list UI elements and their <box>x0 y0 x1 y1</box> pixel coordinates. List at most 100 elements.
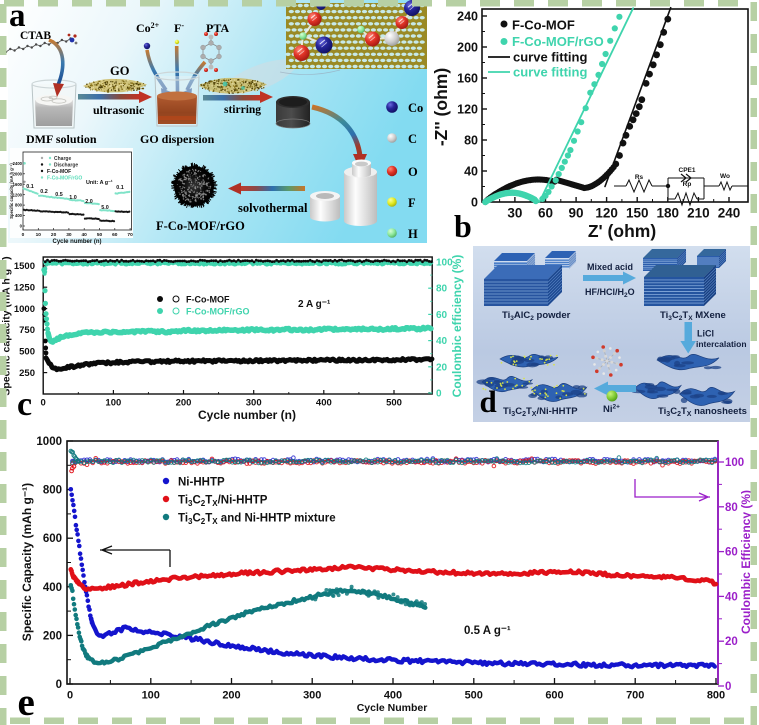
svg-text:Wo: Wo <box>720 173 730 180</box>
svg-text:Unit: A g⁻¹: Unit: A g⁻¹ <box>86 180 113 186</box>
svg-text:Cycle number (n): Cycle number (n) <box>52 239 101 245</box>
svg-text:40: 40 <box>725 591 738 603</box>
svg-text:Mixed acid: Mixed acid <box>587 262 633 272</box>
svg-text:O: O <box>408 165 418 179</box>
svg-text:Ti3C2TX/Ni-HHTP: Ti3C2TX/Ni-HHTP <box>178 495 268 509</box>
svg-text:240: 240 <box>718 206 741 221</box>
svg-text:100: 100 <box>725 457 744 469</box>
svg-text:600: 600 <box>43 533 62 545</box>
svg-text:Ti3C2TX MXene: Ti3C2TX MXene <box>660 310 726 322</box>
svg-text:DMF solution: DMF solution <box>26 132 97 146</box>
svg-text:50: 50 <box>97 232 103 238</box>
svg-text:800: 800 <box>43 485 62 497</box>
svg-text:c: c <box>17 386 32 423</box>
svg-text:-Z'' (ohm): -Z'' (ohm) <box>431 68 451 146</box>
svg-text:20: 20 <box>725 636 738 648</box>
svg-text:100: 100 <box>142 690 160 702</box>
svg-text:e: e <box>18 681 35 724</box>
svg-text:F-Co-MOF/rGO: F-Co-MOF/rGO <box>186 307 250 317</box>
svg-text:GO: GO <box>110 64 130 78</box>
svg-text:240: 240 <box>457 9 478 23</box>
svg-text:Ti3C2TX nanosheets: Ti3C2TX nanosheets <box>658 406 747 418</box>
svg-text:F: F <box>408 196 416 210</box>
svg-text:200: 200 <box>457 40 478 54</box>
svg-text:F-: F- <box>174 21 184 35</box>
svg-text:Discharge: Discharge <box>54 163 78 169</box>
svg-text:1600: 1600 <box>13 182 23 187</box>
svg-text:curve fitting: curve fitting <box>513 65 587 80</box>
svg-text:solvothermal: solvothermal <box>238 201 308 215</box>
svg-text:250: 250 <box>19 368 35 379</box>
svg-text:1250: 1250 <box>14 283 35 294</box>
svg-text:0: 0 <box>725 681 731 693</box>
svg-text:Coulombic Efficiency (%): Coulombic Efficiency (%) <box>739 490 753 634</box>
svg-text:Co: Co <box>408 101 423 115</box>
svg-text:0: 0 <box>436 389 442 400</box>
svg-text:120: 120 <box>457 102 478 116</box>
svg-text:500: 500 <box>19 347 35 358</box>
svg-text:40: 40 <box>436 336 448 347</box>
svg-text:a: a <box>9 0 26 34</box>
svg-text:C: C <box>408 132 417 146</box>
svg-text:Charge: Charge <box>54 156 71 162</box>
svg-text:60: 60 <box>725 547 738 559</box>
svg-text:80: 80 <box>725 502 738 514</box>
svg-text:1500: 1500 <box>14 261 35 272</box>
svg-text:0: 0 <box>20 224 23 229</box>
svg-text:30: 30 <box>66 232 72 238</box>
svg-text:Cycle number (n): Cycle number (n) <box>198 408 296 422</box>
svg-text:H: H <box>408 227 418 241</box>
svg-text:100: 100 <box>105 398 121 409</box>
svg-text:2 A g⁻¹: 2 A g⁻¹ <box>298 299 331 310</box>
svg-text:400: 400 <box>43 582 62 594</box>
svg-text:70: 70 <box>127 232 133 238</box>
svg-text:80: 80 <box>436 284 448 295</box>
svg-text:400: 400 <box>15 213 23 218</box>
svg-text:200: 200 <box>176 398 192 409</box>
svg-text:0.1: 0.1 <box>26 184 34 190</box>
svg-text:20: 20 <box>436 362 448 373</box>
svg-text:intercalation: intercalation <box>696 339 747 349</box>
svg-text:Ni-HHTP: Ni-HHTP <box>178 477 225 489</box>
svg-text:2.0: 2.0 <box>85 199 93 205</box>
svg-text:Ni2+: Ni2+ <box>603 404 620 416</box>
svg-text:HF/HCl/H2O: HF/HCl/H2O <box>585 287 635 299</box>
svg-text:F-Co-MOF: F-Co-MOF <box>186 295 230 305</box>
svg-text:90: 90 <box>569 206 584 221</box>
svg-text:0.1: 0.1 <box>116 185 124 191</box>
svg-text:ultrasonic: ultrasonic <box>93 103 145 117</box>
svg-text:2400: 2400 <box>13 161 23 166</box>
svg-text:CPE1: CPE1 <box>679 167 696 174</box>
svg-text:160: 160 <box>457 71 478 85</box>
svg-text:200: 200 <box>222 690 240 702</box>
svg-text:Rs: Rs <box>635 174 644 181</box>
svg-text:0.2: 0.2 <box>40 189 48 195</box>
svg-text:210: 210 <box>687 206 710 221</box>
svg-text:1.0: 1.0 <box>69 195 77 201</box>
svg-text:F-Co-MOF/rGO: F-Co-MOF/rGO <box>156 219 245 233</box>
svg-text:Cycle Number: Cycle Number <box>357 702 428 714</box>
svg-text:1000: 1000 <box>14 304 35 315</box>
svg-text:Specific capacity (mA h g⁻¹): Specific capacity (mA h g⁻¹) <box>9 163 14 219</box>
svg-text:F-Co-MOF: F-Co-MOF <box>512 18 575 33</box>
svg-text:1000: 1000 <box>36 436 62 448</box>
svg-text:180: 180 <box>657 206 680 221</box>
svg-text:PTA: PTA <box>206 21 229 35</box>
svg-text:10: 10 <box>36 232 42 238</box>
svg-text:60: 60 <box>436 310 448 321</box>
svg-text:GO dispersion: GO dispersion <box>140 132 215 146</box>
svg-text:stirring: stirring <box>224 104 261 116</box>
svg-text:1200: 1200 <box>13 192 23 197</box>
svg-text:Ti3AlC2 powder: Ti3AlC2 powder <box>502 310 571 322</box>
svg-text:Specific Capacity (mAh g⁻¹): Specific Capacity (mAh g⁻¹) <box>20 483 34 641</box>
svg-text:30: 30 <box>507 206 522 221</box>
svg-text:b: b <box>454 208 472 244</box>
svg-text:300: 300 <box>246 398 262 409</box>
svg-text:150: 150 <box>626 206 649 221</box>
svg-text:5.0: 5.0 <box>101 205 109 211</box>
svg-text:60: 60 <box>538 206 553 221</box>
svg-text:0: 0 <box>22 232 25 238</box>
svg-text:20: 20 <box>51 232 57 238</box>
svg-text:Z' (ohm): Z' (ohm) <box>588 221 656 241</box>
svg-text:LiCl: LiCl <box>697 329 714 339</box>
